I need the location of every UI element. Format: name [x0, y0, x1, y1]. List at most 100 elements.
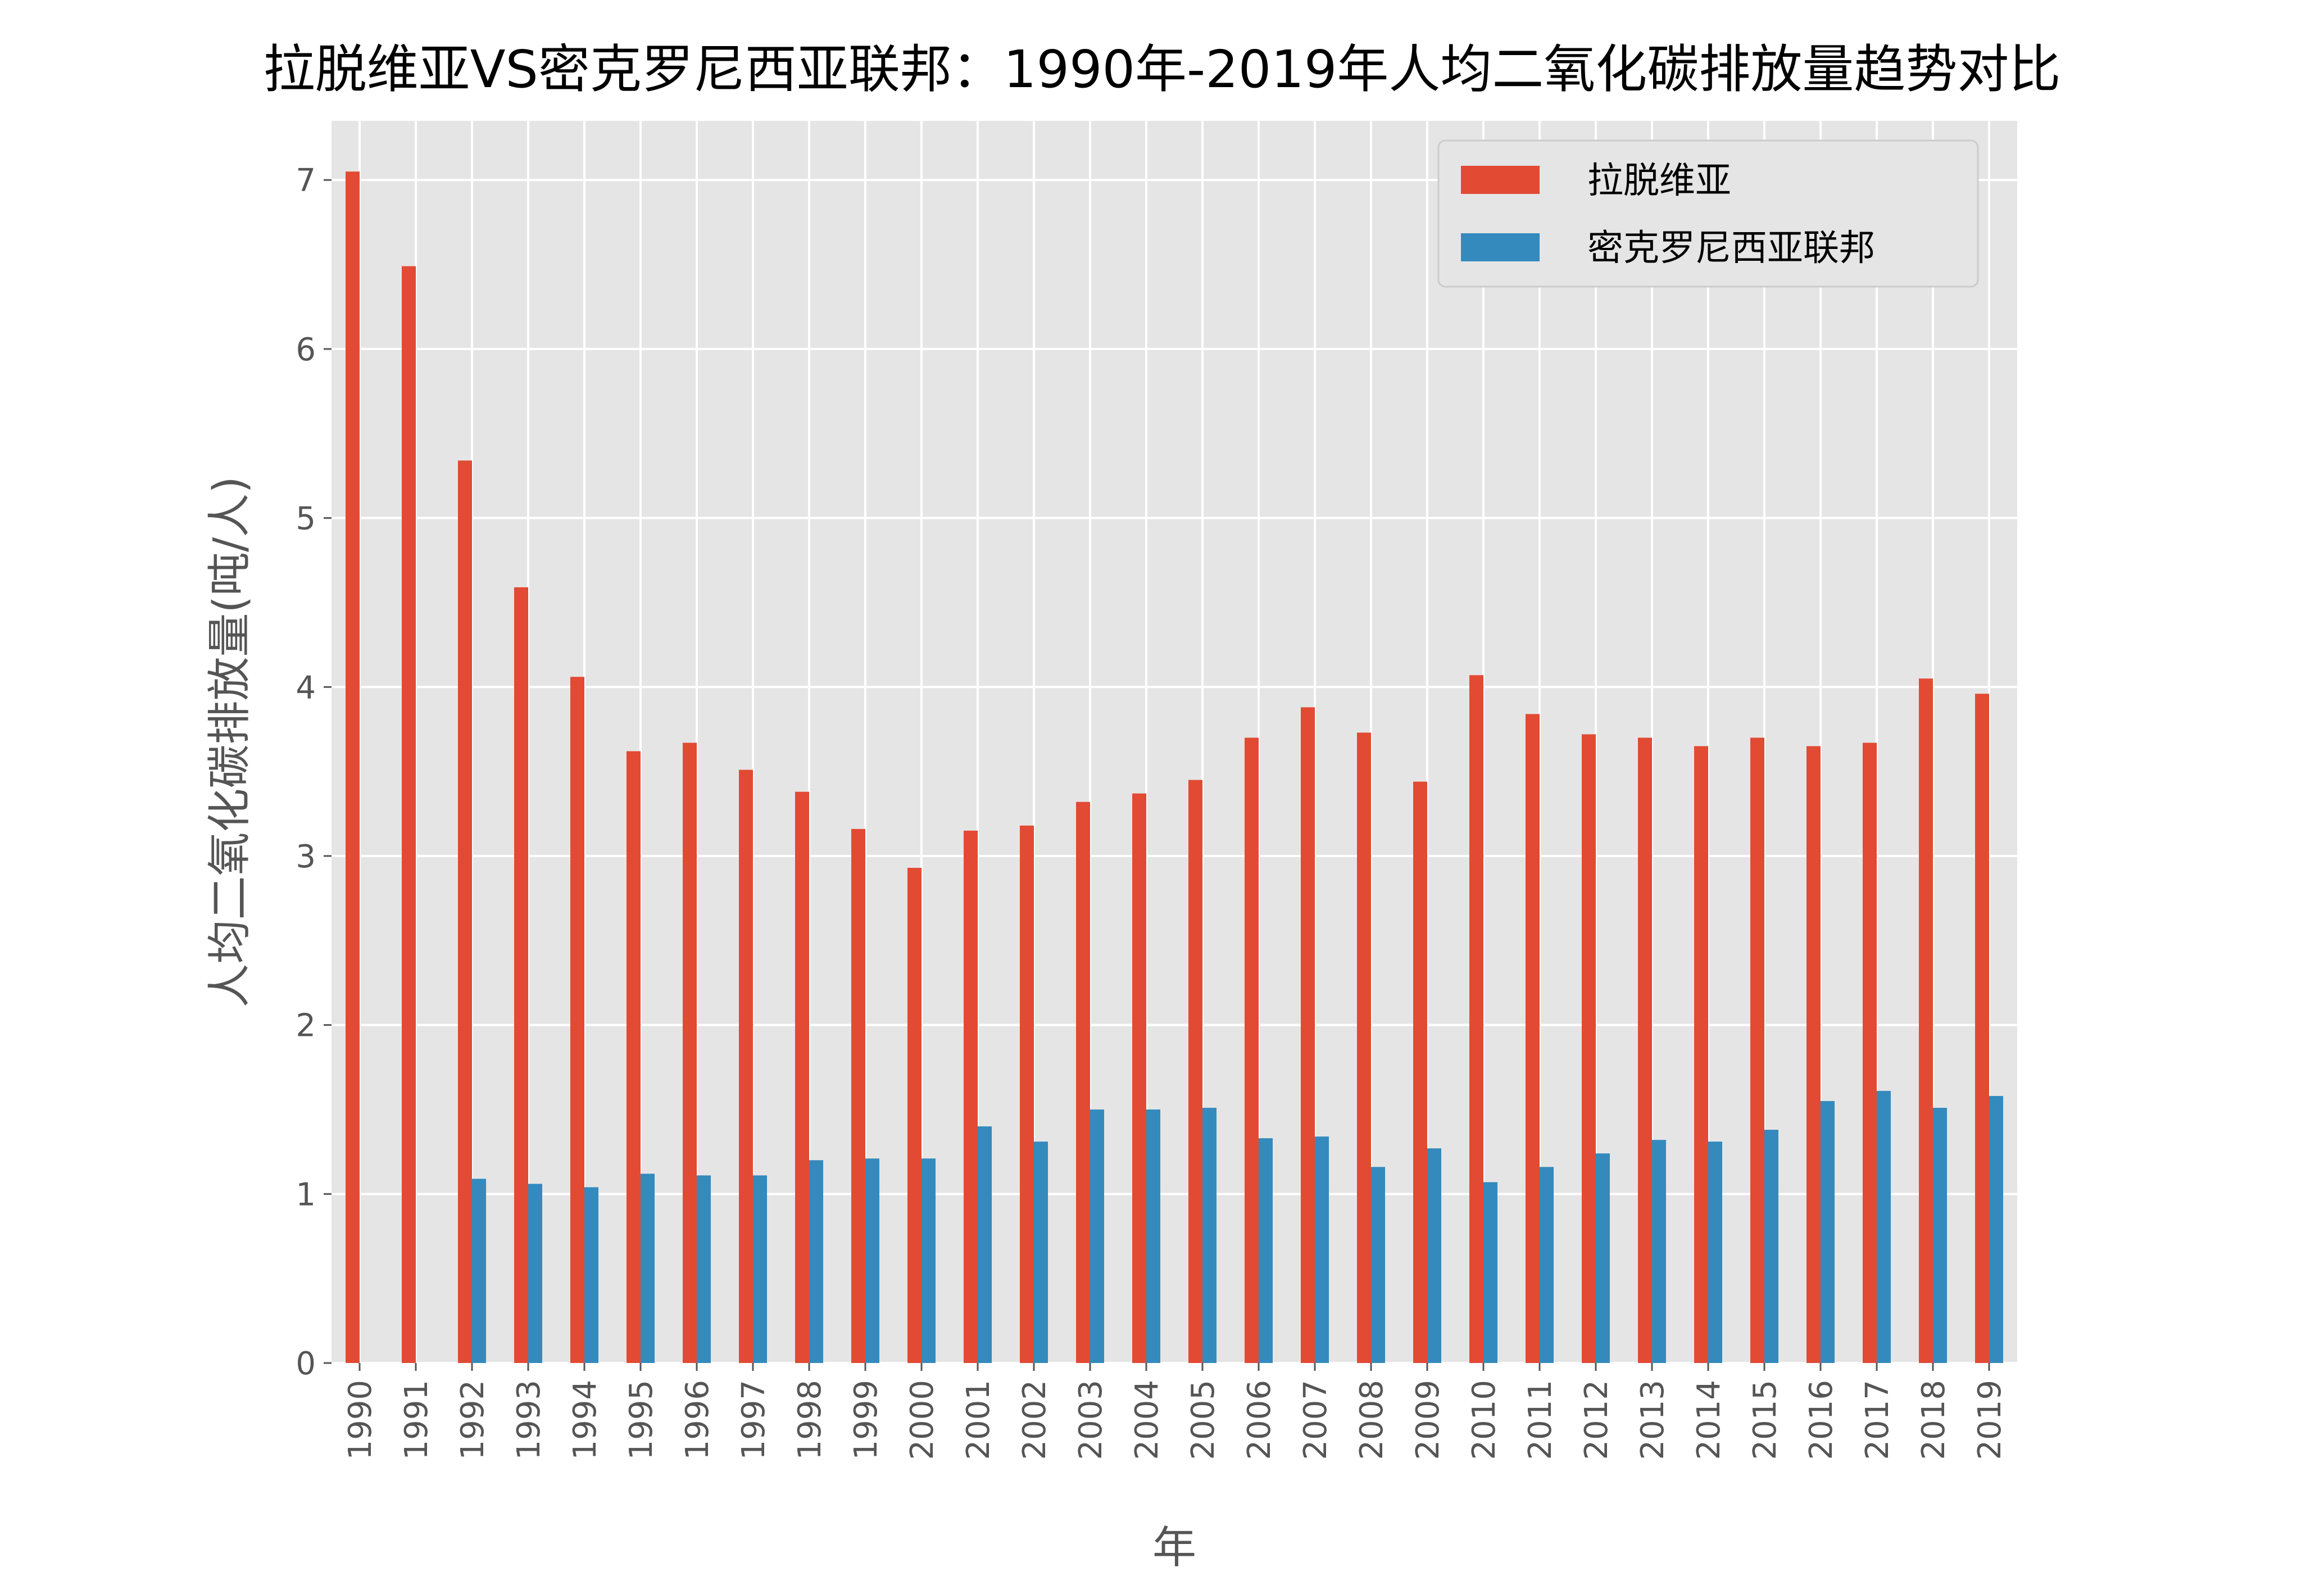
bar-latvia — [851, 828, 865, 1363]
x-tick-label: 2018 — [1916, 1380, 1952, 1460]
y-tick-label: 2 — [296, 1008, 316, 1044]
bar-latvia — [1469, 675, 1483, 1363]
x-tick-label: 1999 — [848, 1380, 884, 1460]
bar-latvia — [683, 742, 697, 1363]
bar-latvia — [907, 868, 922, 1363]
x-tick-label: 1995 — [623, 1380, 660, 1460]
x-tick-label: 2008 — [1354, 1380, 1390, 1460]
x-tick-label: 2017 — [1859, 1380, 1896, 1460]
x-tick-label: 1993 — [511, 1380, 547, 1460]
x-tick-label: 1990 — [342, 1380, 379, 1460]
x-tick-label: 2011 — [1522, 1380, 1559, 1460]
x-tick-label: 2003 — [1073, 1380, 1109, 1460]
bar-latvia — [570, 677, 584, 1363]
y-axis-label: 人均二氧化碳排放量(吨/人) — [205, 476, 255, 1007]
legend-swatch-latvia — [1461, 166, 1540, 194]
bar-latvia — [1413, 781, 1427, 1363]
x-tick-label: 1991 — [398, 1380, 435, 1460]
x-tick-label: 2014 — [1691, 1380, 1727, 1460]
bar-latvia — [1245, 737, 1259, 1363]
x-tick-label: 2005 — [1185, 1380, 1222, 1460]
bar-micronesia — [472, 1179, 486, 1363]
legend-label-micronesia: 密克罗尼西亚联邦 — [1587, 228, 1875, 269]
y-tick-label: 4 — [296, 669, 316, 706]
x-tick-label: 1992 — [455, 1380, 491, 1460]
bar-micronesia — [1034, 1142, 1048, 1363]
bar-micronesia — [1315, 1136, 1329, 1363]
x-tick-label: 2000 — [904, 1380, 941, 1460]
bar-micronesia — [1764, 1130, 1778, 1363]
bar-micronesia — [1090, 1109, 1104, 1363]
legend-box — [1437, 139, 1979, 288]
bar-micronesia — [641, 1174, 655, 1363]
bar-latvia — [514, 587, 528, 1363]
legend-swatch-micronesia — [1461, 233, 1540, 261]
bar-micronesia — [1259, 1138, 1273, 1363]
y-tick-label: 1 — [296, 1176, 316, 1213]
bar-micronesia — [978, 1126, 992, 1363]
y-tick-label: 0 — [296, 1346, 316, 1382]
bar-micronesia — [1821, 1101, 1835, 1363]
bar-micronesia — [528, 1184, 542, 1363]
bar-latvia — [739, 769, 753, 1363]
bar-micronesia — [1146, 1109, 1160, 1363]
x-tick-label: 2002 — [1016, 1380, 1053, 1460]
x-tick-label: 2009 — [1410, 1380, 1446, 1460]
x-tick-label: 2016 — [1803, 1380, 1840, 1460]
plot-background — [332, 121, 2017, 1363]
x-tick-label: 2010 — [1466, 1380, 1503, 1460]
bar-micronesia — [1540, 1167, 1554, 1363]
bar-micronesia — [1483, 1182, 1497, 1363]
x-tick-label: 2006 — [1241, 1380, 1278, 1460]
bar-latvia — [1582, 734, 1596, 1363]
bar-latvia — [1638, 737, 1652, 1363]
y-axis-ticks: 0 1 2 3 4 5 6 7 — [296, 162, 332, 1382]
bar-latvia — [1132, 793, 1146, 1363]
bar-latvia — [1526, 714, 1540, 1363]
y-tick-label: 6 — [296, 332, 316, 368]
bar-micronesia — [584, 1187, 598, 1363]
bar-micronesia — [1708, 1142, 1722, 1363]
bar-latvia — [346, 171, 360, 1363]
x-axis-label: 年 — [1152, 1523, 1196, 1573]
y-tick-label: 7 — [296, 162, 316, 199]
x-tick-label: 2004 — [1129, 1380, 1165, 1460]
x-tick-label: 1996 — [679, 1380, 716, 1460]
bar-micronesia — [753, 1175, 767, 1363]
x-tick-label: 2013 — [1635, 1380, 1671, 1460]
bar-micronesia — [1989, 1095, 2003, 1363]
bar-micronesia — [1933, 1107, 1947, 1363]
x-tick-label: 1997 — [736, 1380, 772, 1460]
x-axis-ticks: 1990 1991 1992 1993 1994 1995 1996 1997 1998 1999… — [342, 1363, 2008, 1460]
bar-latvia — [795, 791, 809, 1363]
bar-latvia — [1694, 746, 1708, 1363]
x-tick-label: 1998 — [792, 1380, 828, 1460]
bar-latvia — [402, 266, 416, 1364]
bar-latvia — [964, 830, 978, 1363]
bar-micronesia — [1877, 1090, 1891, 1363]
bar-micronesia — [1427, 1148, 1441, 1363]
bar-micronesia — [1596, 1153, 1610, 1363]
y-tick-label: 3 — [296, 839, 316, 875]
x-tick-label: 2012 — [1578, 1380, 1615, 1460]
bar-micronesia — [809, 1160, 823, 1363]
x-tick-label: 2015 — [1747, 1380, 1783, 1460]
bar-latvia — [1863, 742, 1877, 1363]
bar-latvia — [1301, 707, 1315, 1363]
chart-title: 拉脱维亚VS密克罗尼西亚联邦：1990年-2019年人均二氧化碳排放量趋势对比 — [264, 39, 2061, 99]
x-tick-label: 1994 — [567, 1380, 603, 1460]
x-tick-label: 2007 — [1297, 1380, 1334, 1460]
bar-micronesia — [697, 1175, 711, 1363]
bar-latvia — [1076, 801, 1090, 1363]
bar-latvia — [1357, 732, 1371, 1363]
bar-latvia — [627, 751, 641, 1363]
bar-micronesia — [865, 1158, 879, 1363]
bar-latvia — [458, 460, 472, 1363]
bar-latvia — [1806, 746, 1821, 1363]
bar-micronesia — [922, 1158, 936, 1363]
bar-micronesia — [1202, 1107, 1217, 1363]
bar-latvia — [1750, 737, 1764, 1363]
bars — [346, 171, 2003, 1364]
bar-latvia — [1919, 678, 1933, 1363]
